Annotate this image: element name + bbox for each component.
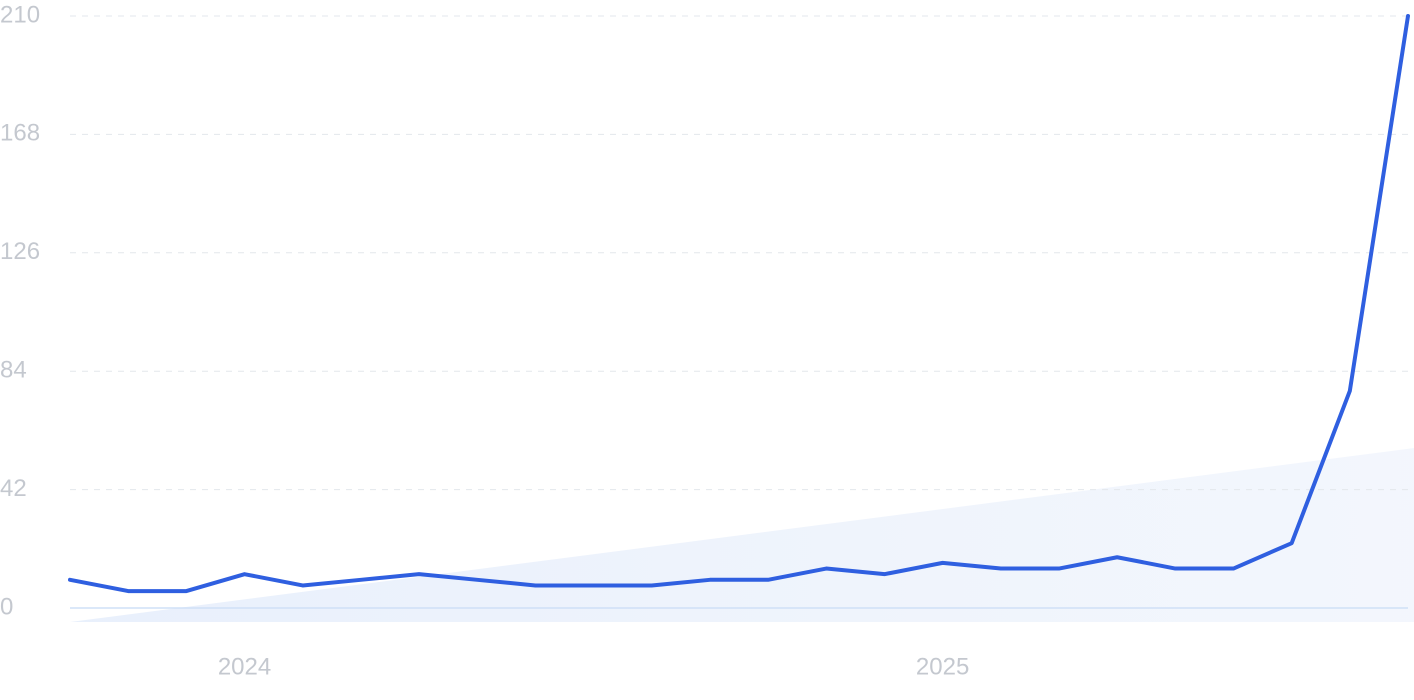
y-tick-label: 84 (0, 357, 27, 384)
trend-area (70, 448, 1414, 622)
line (68, 14, 1410, 594)
y-tick-label: 42 (0, 475, 27, 502)
y-tick-label: 168 (0, 120, 40, 147)
y-tick-label: 210 (0, 1, 40, 28)
y-tick-label: 126 (0, 238, 40, 265)
y-tick-label: 0 (0, 593, 13, 620)
x-tick-label: 2024 (218, 653, 271, 680)
x-tick-label: 2025 (916, 653, 969, 680)
